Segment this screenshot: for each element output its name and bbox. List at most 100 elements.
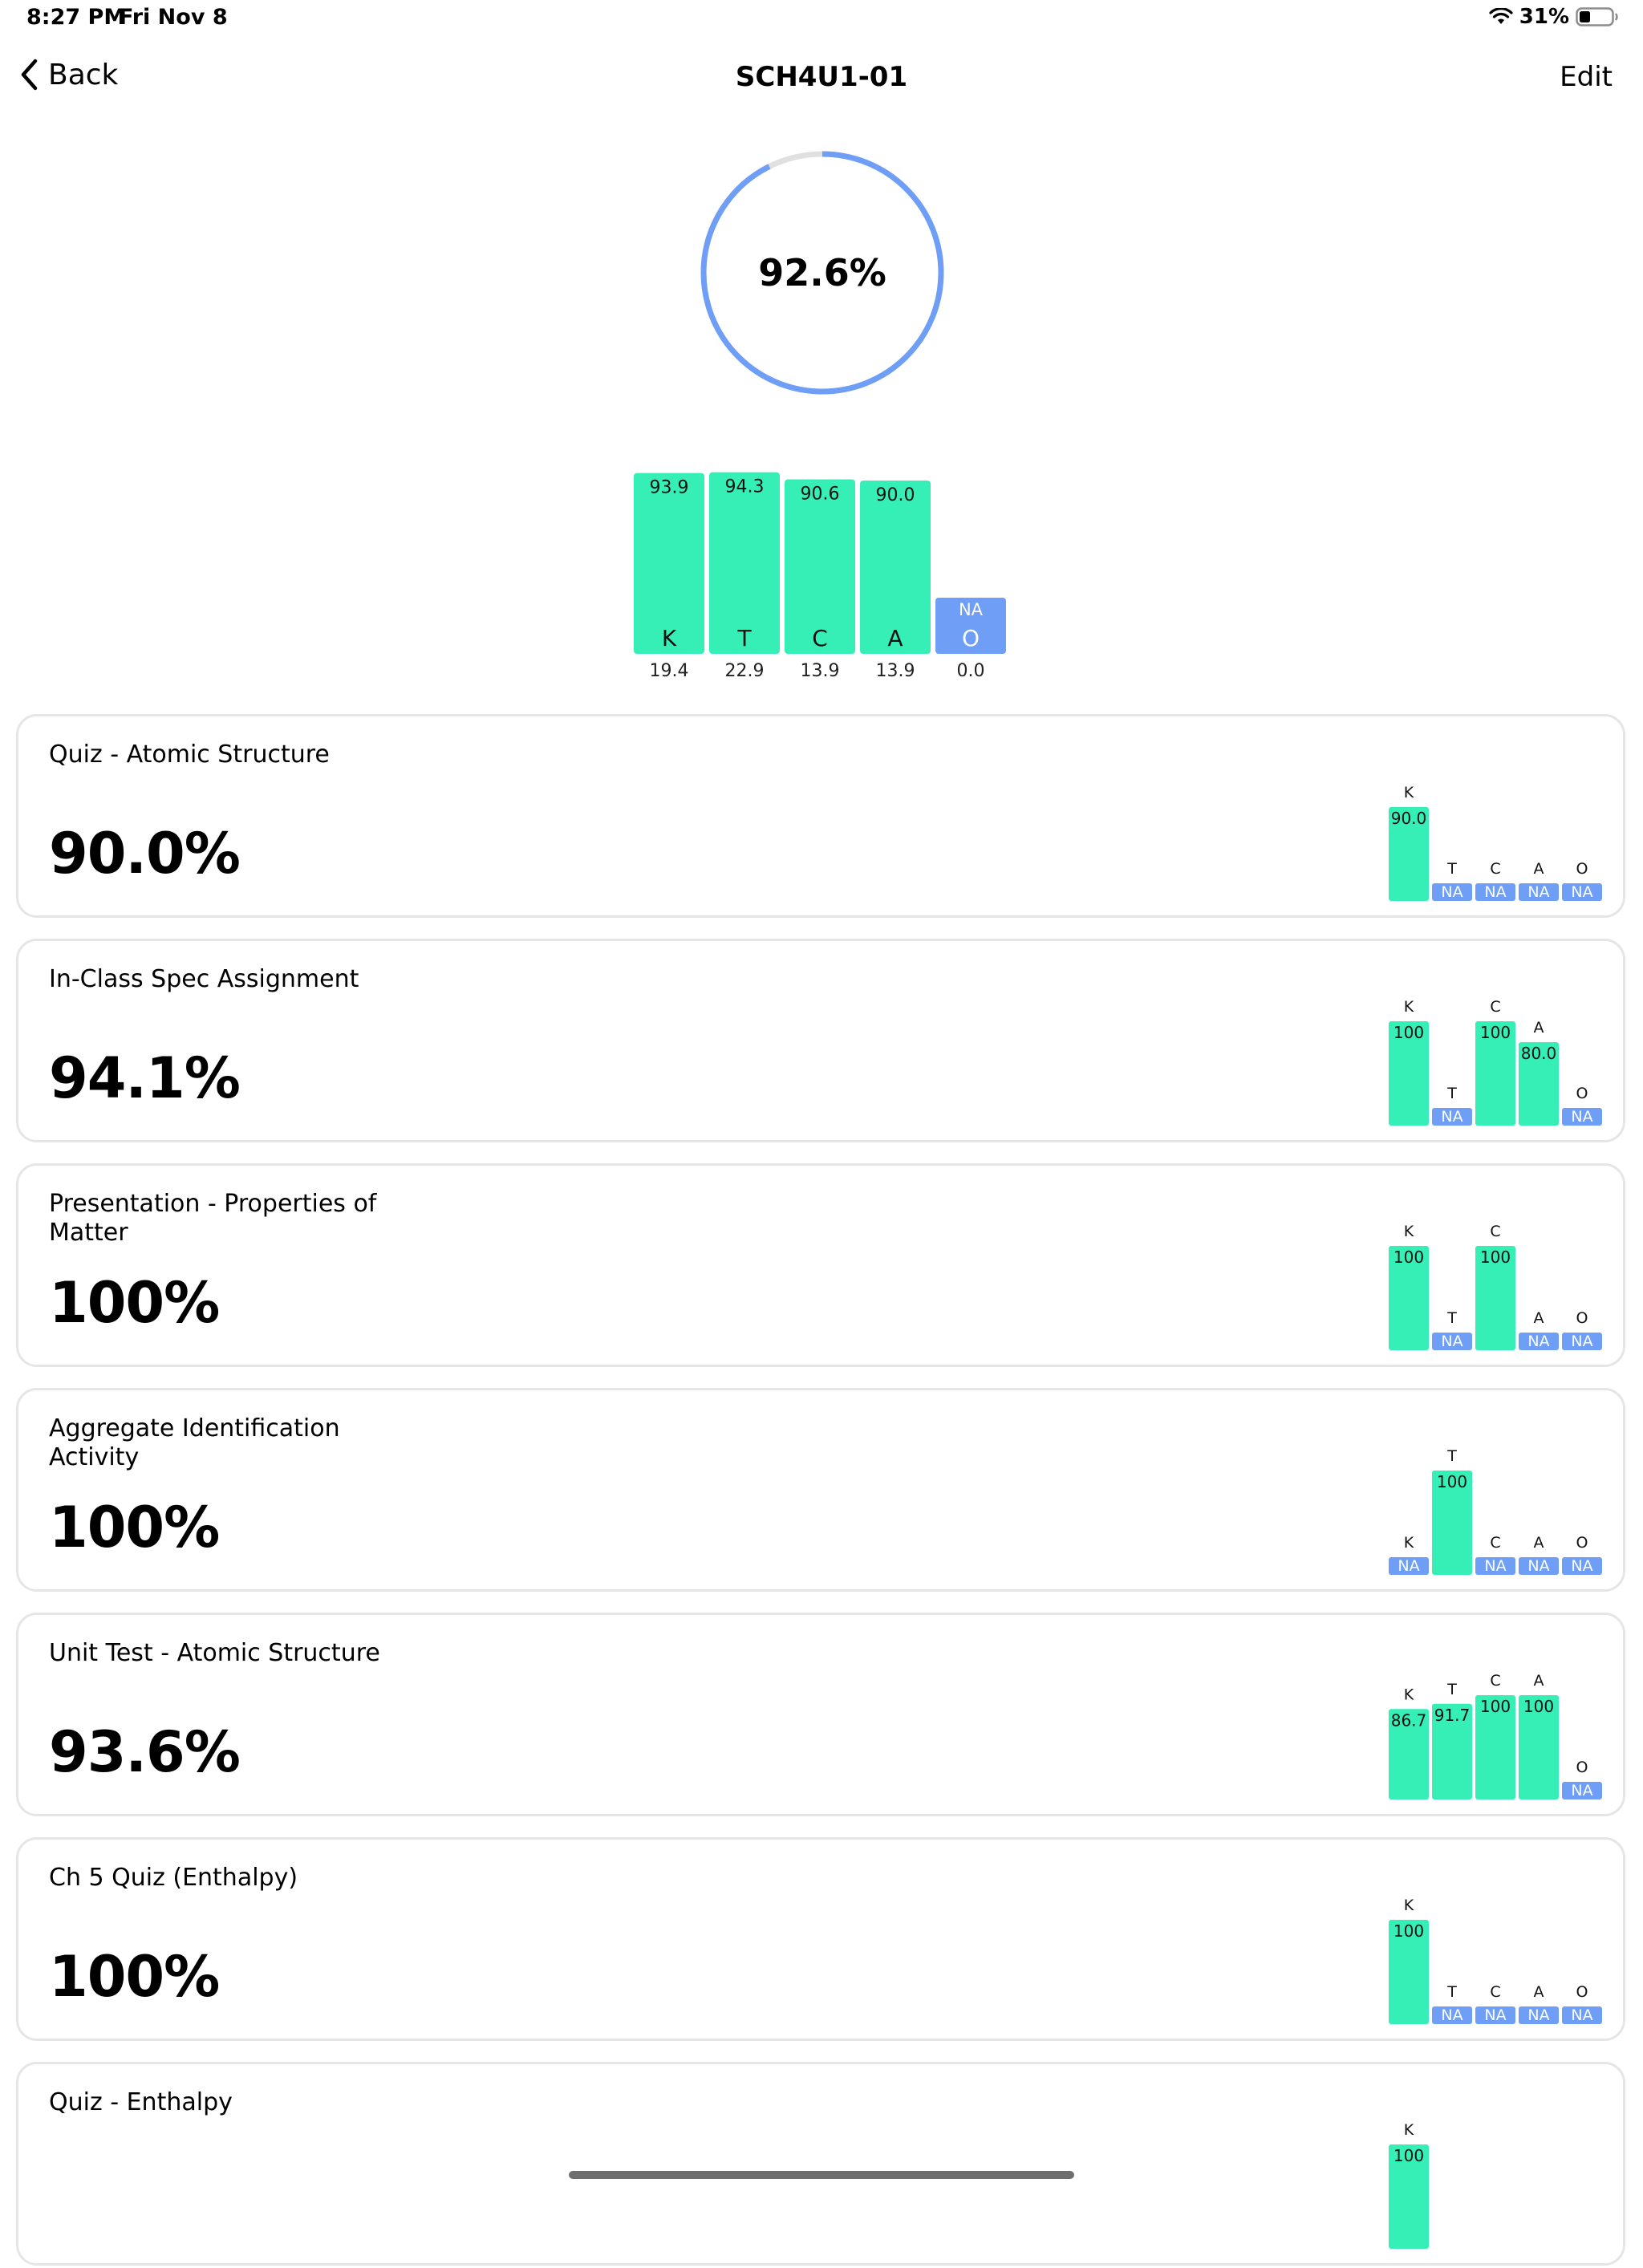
mini-bar-a: NA A	[1519, 1534, 1559, 1575]
assessment-card[interactable]: Quiz - Atomic Structure 90.0% 90.0 K NA T NA C N…	[16, 714, 1625, 918]
mini-bar-fill	[1475, 1021, 1515, 1126]
mini-bar-a: NA A	[1519, 860, 1559, 901]
ring-progress	[700, 151, 944, 395]
mini-bar-letter: A	[1534, 1672, 1544, 1690]
assessment-title: Unit Test - Atomic Structure	[49, 1639, 380, 1667]
mini-bar-t: NA T	[1432, 1085, 1472, 1126]
mini-bar-value: 100	[1394, 1248, 1424, 1267]
mini-bar-letter: K	[1404, 2121, 1414, 2139]
mini-bar-a: NA A	[1519, 1983, 1559, 2024]
mini-bar-value: NA	[1527, 1557, 1549, 1575]
assessment-title: Aggregate Identification Activity	[49, 1414, 340, 1471]
mini-bar-fill	[1519, 1557, 1559, 1575]
mini-bar-value: NA	[1441, 2006, 1462, 2024]
mini-bar-fill	[1562, 2006, 1602, 2024]
mini-bar-letter: T	[1446, 860, 1457, 878]
status-bar: 8:27 PM Fri Nov 8 31%	[0, 0, 1643, 40]
mini-bar-fill	[1519, 1695, 1559, 1799]
mini-bar-k: 100 K	[1389, 2121, 1429, 2249]
mini-bar-value: 100	[1480, 1248, 1511, 1267]
mini-bar-o: NA O	[1562, 1983, 1602, 2024]
mini-bar-letter: K	[1404, 784, 1414, 801]
mini-bar-fill	[1475, 1557, 1515, 1575]
mini-bar-o: NA O	[1562, 1759, 1602, 1799]
assessment-mini-chart: 90.0 K NA T NA C NA A NA O	[1389, 784, 1602, 901]
mini-bar-fill	[1475, 1246, 1515, 1350]
category-weight-label: 0.0	[957, 661, 985, 681]
assessment-card[interactable]: Ch 5 Quiz (Enthalpy) 100% 100 K NA T NA C NA A NA O	[16, 1837, 1625, 2041]
mini-bar-letter: C	[1490, 998, 1500, 1016]
mini-bar-value: 100	[1523, 1697, 1554, 1716]
assessment-title: Presentation - Properties of Matter	[49, 1190, 377, 1247]
assessment-score: 94.1%	[49, 1045, 241, 1111]
status-date: Fri Nov 8	[119, 5, 228, 30]
assessment-mini-chart: 100 K NA T NA C NA A NA O	[1389, 1897, 1602, 2024]
category-letter-label: K	[662, 625, 677, 651]
category-bar-fill	[634, 473, 704, 654]
mini-bar-fill	[1432, 1333, 1472, 1350]
mini-bar-t: NA T	[1432, 1983, 1472, 2024]
mini-bar-letter: K	[1404, 1686, 1414, 1703]
mini-bar-letter: T	[1446, 1309, 1457, 1327]
mini-bar-fill	[1519, 1333, 1559, 1350]
assessment-mini-chart: 100 K NA T 100 C NA A NA O	[1389, 1223, 1602, 1350]
mini-bar-fill	[1389, 1021, 1429, 1126]
category-score-label: 93.9	[650, 478, 689, 498]
navigation-bar: Back SCH4U1-01 Edit	[0, 48, 1643, 112]
assessment-title: Quiz - Enthalpy	[49, 2088, 233, 2116]
category-bar-t[interactable]: 94.3 T 22.9	[709, 472, 780, 681]
category-bar-o[interactable]: NA O 0.0	[935, 598, 1006, 681]
assessment-card[interactable]: Quiz - Enthalpy 100 K	[16, 2062, 1625, 2266]
mini-bar-value: NA	[1571, 1108, 1592, 1126]
assessment-mini-chart: 100 K NA T 100 C 80.0 A NA O	[1389, 998, 1602, 1126]
mini-bar-o: NA O	[1562, 1309, 1602, 1350]
mini-bar-letter: K	[1404, 1897, 1414, 1914]
category-bar-k[interactable]: 93.9 K 19.4	[634, 473, 704, 681]
assessment-card[interactable]: Unit Test - Atomic Structure 93.6% 86.7 K 91…	[16, 1613, 1625, 1816]
mini-bar-value: NA	[1441, 1333, 1462, 1350]
mini-bar-letter: O	[1576, 1085, 1588, 1102]
overall-grade-label: 92.6%	[758, 251, 886, 294]
mini-bar-value: NA	[1571, 1333, 1592, 1350]
edit-button[interactable]: Edit	[1560, 61, 1613, 93]
category-letter-label: O	[962, 625, 980, 651]
mini-bar-k: 100 K	[1389, 1897, 1429, 2024]
mini-bar-value: 91.7	[1434, 1706, 1471, 1725]
mini-bar-letter: K	[1404, 1223, 1414, 1240]
assessment-mini-chart: 86.7 K 91.7 T 100 C 100 A NA O	[1389, 1672, 1602, 1799]
category-bar-fill	[785, 479, 855, 654]
mini-bar-value: NA	[1527, 2006, 1549, 2024]
mini-bar-fill	[1389, 1557, 1429, 1575]
mini-bar-t: NA T	[1432, 1309, 1472, 1350]
assessment-score: 90.0%	[49, 821, 241, 887]
mini-bar-fill	[1562, 883, 1602, 901]
assessment-card[interactable]: Aggregate Identification Activity 100% NA K…	[16, 1388, 1625, 1592]
mini-bar-value: NA	[1484, 1557, 1506, 1575]
home-indicator[interactable]	[569, 2171, 1074, 2179]
mini-bar-fill	[1562, 1108, 1602, 1126]
category-score-label: 94.3	[725, 477, 765, 497]
mini-bar-letter: C	[1490, 1223, 1500, 1240]
mini-bar-value: 80.0	[1521, 1044, 1557, 1063]
mini-bar-value: NA	[1484, 2006, 1506, 2024]
mini-bar-letter: C	[1490, 860, 1500, 878]
category-bar-c[interactable]: 90.6 C 13.9	[785, 479, 855, 681]
mini-bar-fill	[1389, 1920, 1429, 2024]
assessment-card[interactable]: In-Class Spec Assignment 94.1% 100 K NA T 100 C…	[16, 939, 1625, 1142]
mini-bar-fill	[1432, 1703, 1472, 1799]
mini-bar-letter: C	[1490, 1534, 1500, 1552]
mini-bar-letter: T	[1446, 1681, 1457, 1698]
mini-bar-c: NA C	[1475, 860, 1515, 901]
mini-bar-letter: O	[1576, 1309, 1588, 1327]
mini-bar-fill	[1432, 2006, 1472, 2024]
mini-bar-fill	[1562, 1782, 1602, 1799]
back-button[interactable]: Back	[19, 58, 118, 91]
category-bar-a[interactable]: 90.0 A 13.9	[860, 481, 931, 681]
chevron-left-icon	[21, 59, 38, 91]
back-label: Back	[48, 58, 119, 91]
mini-bar-fill	[1389, 1709, 1429, 1799]
mini-bar-value: NA	[1441, 1108, 1462, 1126]
mini-bar-a: 80.0 A	[1519, 1019, 1559, 1126]
mini-bar-value: NA	[1527, 883, 1549, 901]
assessment-card[interactable]: Presentation - Properties of Matter 100% 1…	[16, 1163, 1625, 1367]
